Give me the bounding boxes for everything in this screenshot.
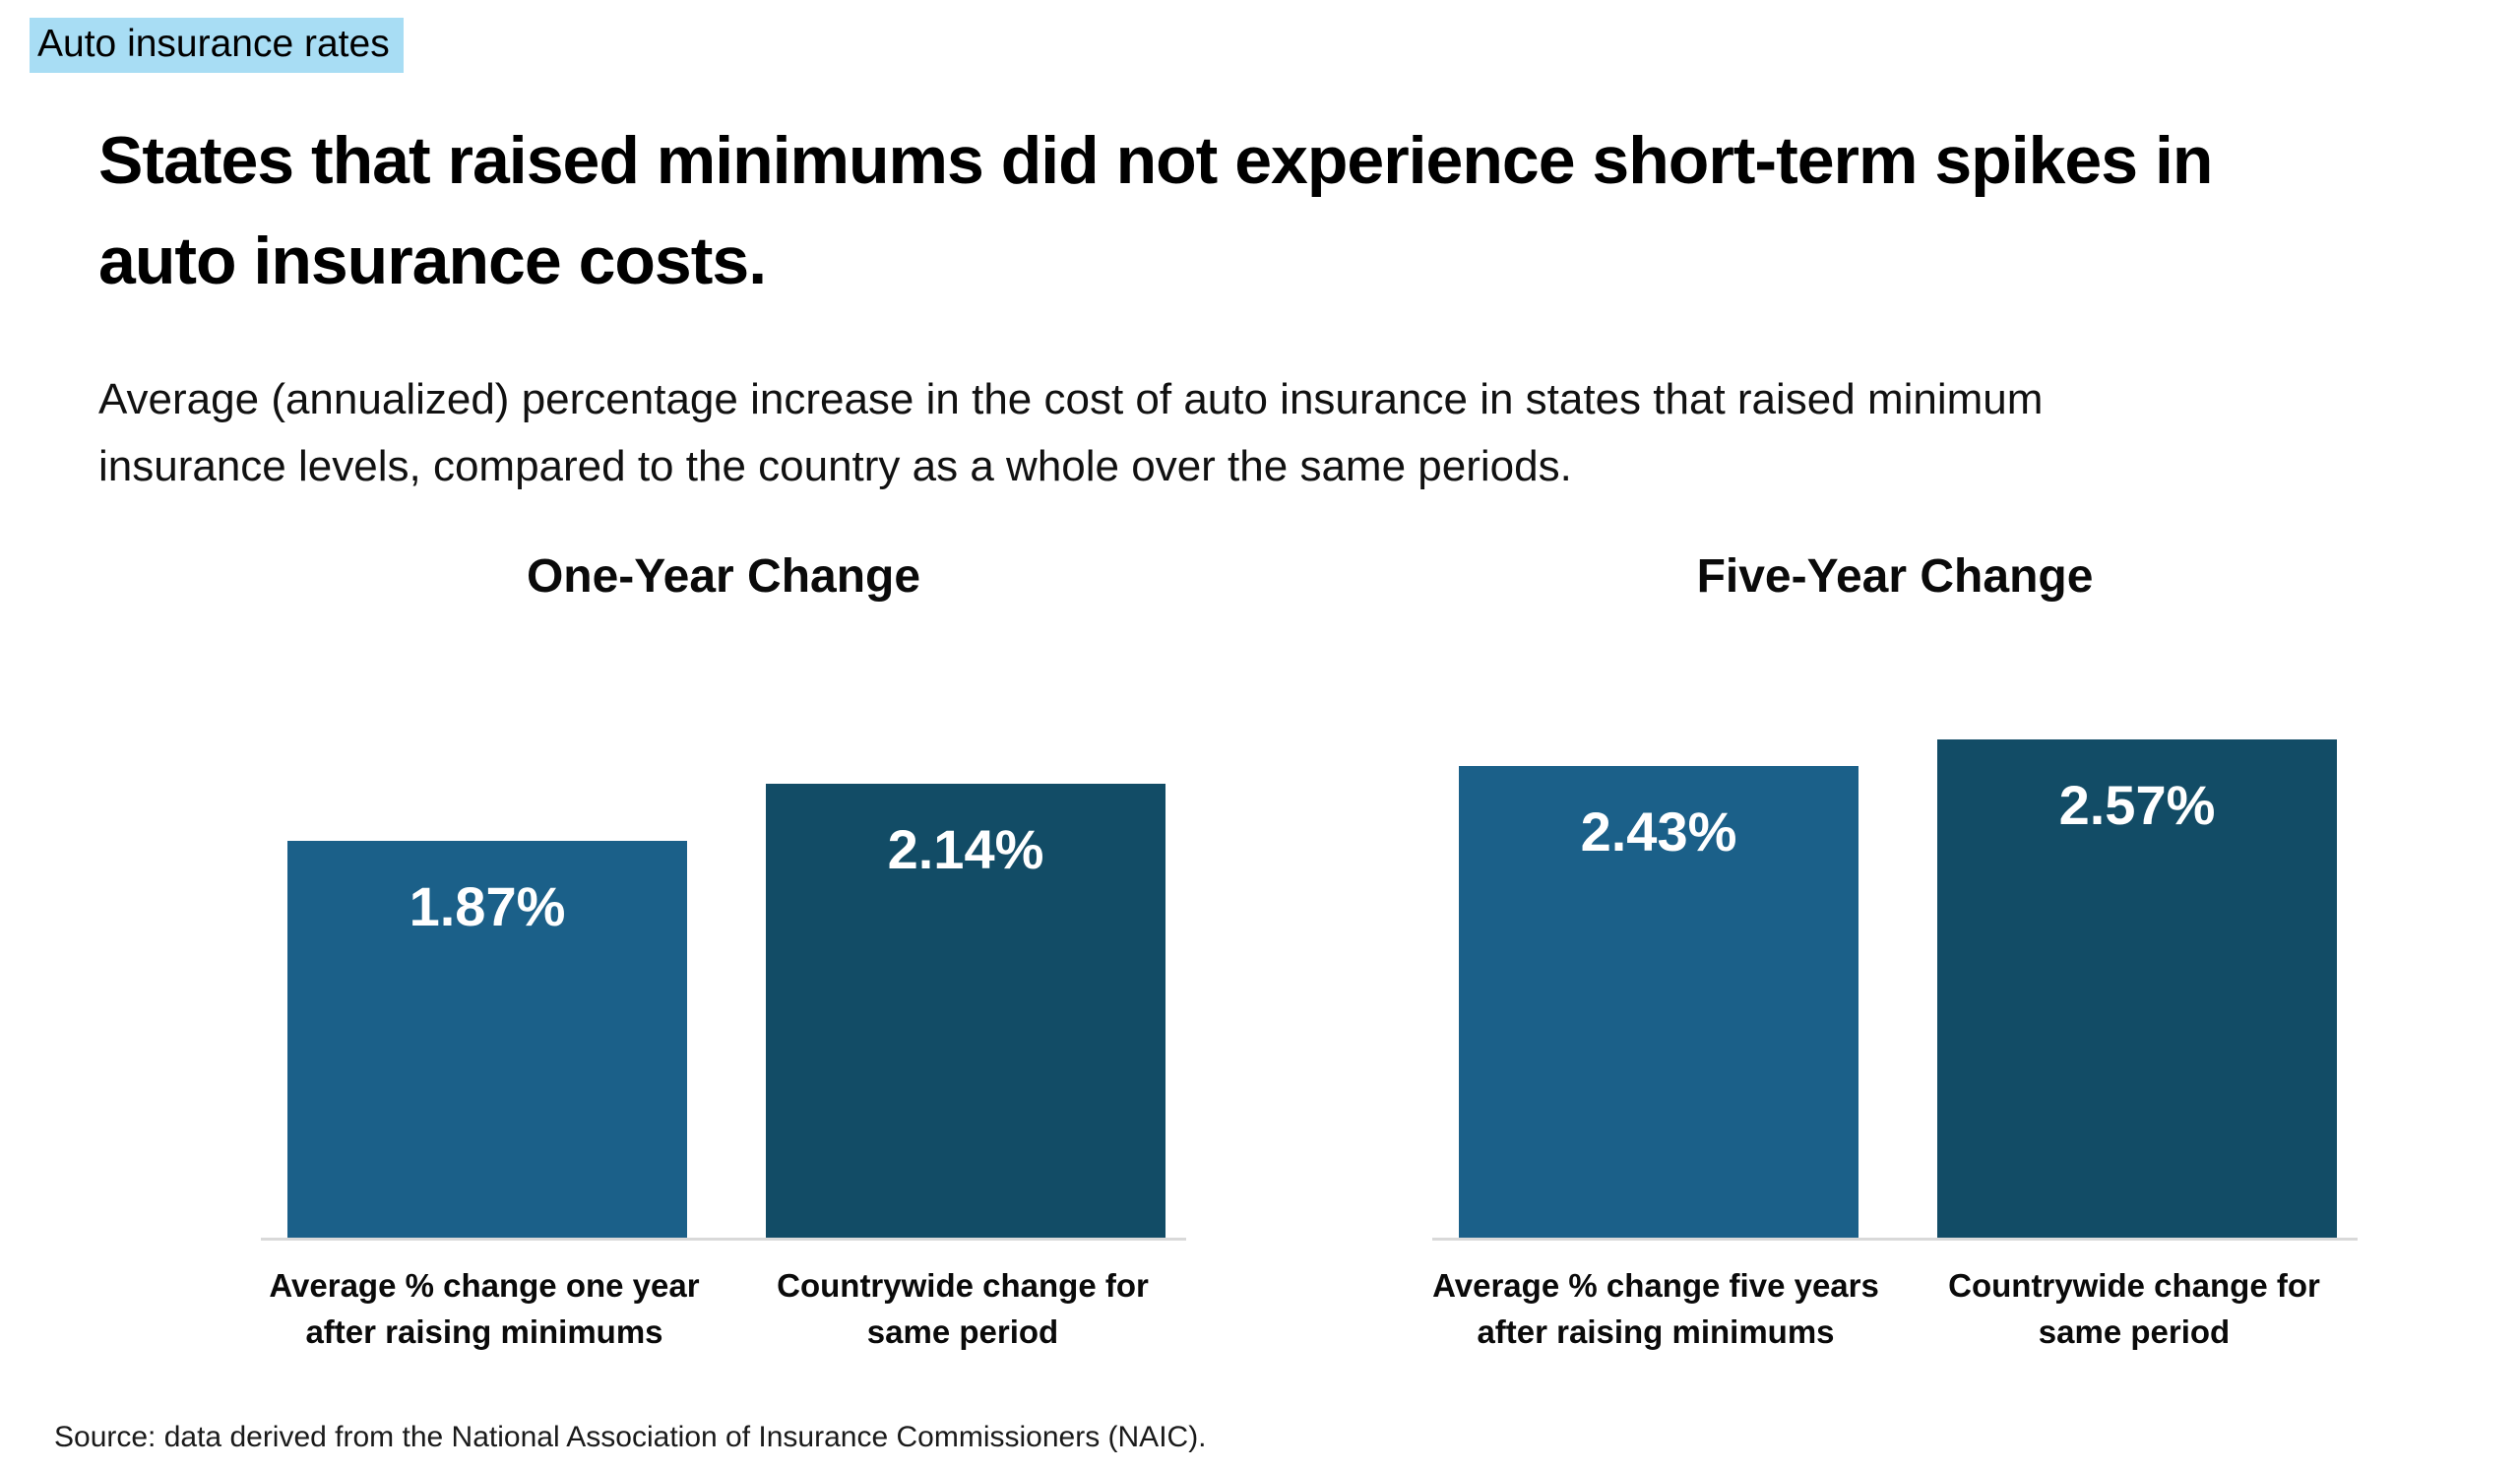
category-labels-row: Average % change five years after raisin… xyxy=(1424,1263,2365,1356)
bar-category-label: Average % change five years after raisin… xyxy=(1432,1267,1879,1350)
bar-countrywide-one-year: 2.14% xyxy=(766,783,1166,1239)
chart-five-year: Five-Year Change 2.43% 2.57% Average % c… xyxy=(1432,532,2358,1428)
bar-value-label: 2.57% xyxy=(2058,773,2216,836)
bar-value-label: 2.43% xyxy=(1580,800,1737,863)
bar-raised-states-five-year: 2.43% xyxy=(1459,766,1858,1239)
chart-description: Average (annualized) percentage increase… xyxy=(98,375,2044,490)
source-note: Source: data derived from the National A… xyxy=(54,1421,1207,1453)
bar-countrywide-five-year: 2.57% xyxy=(1937,738,2337,1239)
topic-tag: Auto insurance rates xyxy=(30,18,404,73)
bar-category-label: Countrywide change for same period xyxy=(1948,1267,2320,1350)
bar-value-label: 2.14% xyxy=(887,817,1044,880)
page-title: States that raised minimums did not expe… xyxy=(98,123,2213,298)
chart-five-year-plot: 2.43% 2.57% xyxy=(1459,656,2337,1239)
bar-category-label: Countrywide change for same period xyxy=(777,1267,1149,1350)
x-axis-line xyxy=(1432,1238,2358,1241)
bar-value-label: 1.87% xyxy=(409,875,566,938)
chart-one-year: One-Year Change 1.87% 2.14% Average % ch… xyxy=(261,532,1186,1428)
bar-category-label: Average % change one year after raising … xyxy=(269,1267,700,1350)
chart-one-year-title: One-Year Change xyxy=(526,550,921,603)
bar-raised-states-one-year: 1.87% xyxy=(287,841,687,1239)
chart-five-year-title: Five-Year Change xyxy=(1696,550,2094,603)
x-axis-line xyxy=(261,1238,1186,1241)
category-labels-row: Average % change one year after raising … xyxy=(253,1263,1194,1356)
chart-one-year-plot: 1.87% 2.14% xyxy=(287,707,1166,1239)
